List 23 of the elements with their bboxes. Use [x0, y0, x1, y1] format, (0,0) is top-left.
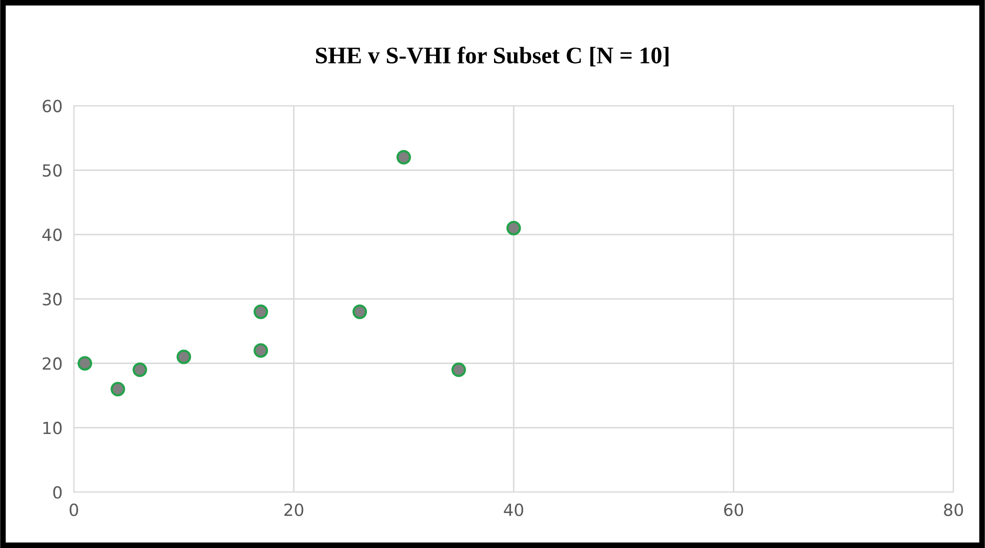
y-tick-label: 10	[43, 422, 62, 434]
point	[254, 304, 268, 320]
x-tick-label: 40	[504, 504, 524, 516]
y-tick-label: 40	[42, 228, 62, 242]
point	[352, 304, 368, 320]
point	[110, 382, 126, 396]
point	[254, 343, 268, 358]
point	[132, 362, 148, 378]
point	[176, 350, 192, 364]
y-tick-label: 20	[42, 357, 62, 370]
y-tick-label: 60	[42, 100, 62, 112]
x-tick-label: 80	[944, 504, 963, 516]
point	[396, 150, 411, 165]
x-tick-label: 60	[724, 504, 744, 516]
y-tick-label: 50	[42, 164, 62, 177]
x-tick-label: 0	[70, 504, 78, 516]
point	[78, 356, 92, 371]
y-tick-label: 0	[53, 486, 62, 499]
y-tick-label: 30	[42, 292, 62, 306]
x-tick-label: 20	[284, 504, 304, 516]
chart-title: SHE v S-VHI for Subset C [N = 10]	[316, 46, 668, 66]
point	[451, 362, 466, 378]
point	[506, 220, 521, 236]
